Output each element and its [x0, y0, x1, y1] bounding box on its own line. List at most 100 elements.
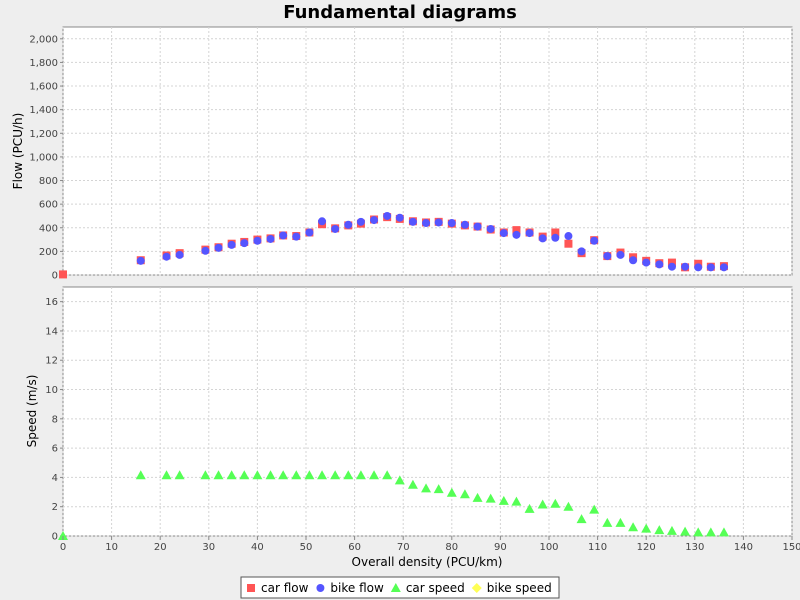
bike-flow-point [629, 256, 638, 265]
car-speed-point [226, 470, 237, 480]
bike-flow-point [512, 230, 521, 239]
bike-flow-point [395, 213, 404, 222]
flow-panel: 0 200 400 600 800 1,000 1,200 1,400 1,600 1,800 2,… [11, 26, 793, 282]
bike-flow-point [201, 246, 210, 255]
x-tick-label: 130 [685, 542, 704, 553]
flow-y-tick-label: 0 [52, 271, 58, 282]
speed-panel: 0 2 4 6 8 10 12 14 16 Speed (m/s) [25, 286, 793, 543]
bike-flow-point [383, 211, 392, 220]
speed-y-tick-label: 8 [52, 414, 58, 425]
flow-grid [62, 27, 793, 276]
speed-grid [62, 287, 793, 537]
legend-car-flow-label: car flow [261, 581, 309, 595]
speed-y-tick-label: 14 [45, 326, 58, 337]
car-flow-point [564, 239, 573, 248]
bike-flow-point [266, 234, 275, 243]
car-speed-point [252, 470, 263, 480]
flow-y-tick-label: 1,200 [29, 129, 58, 140]
legend-car-speed-swatch [390, 583, 401, 592]
car-speed-point [382, 470, 393, 480]
speed-marks [58, 470, 729, 540]
bike-flow-point [616, 250, 625, 259]
x-axis-ticks: 0 10 20 30 40 50 60 70 80 90 100 110 120 130 140 150 [60, 536, 800, 553]
car-speed-point [693, 527, 704, 537]
bike-flow-point [175, 250, 184, 259]
speed-y-axis-label: Speed (m/s) [25, 375, 39, 448]
x-tick-label: 150 [782, 542, 800, 553]
car-speed-point [628, 522, 639, 532]
car-speed-point [394, 475, 405, 485]
x-tick-label: 10 [105, 542, 118, 553]
x-tick-label: 30 [202, 542, 215, 553]
legend-bike-flow-label: bike flow [330, 581, 384, 595]
legend: car flow bike flow car speed bike speed [240, 576, 560, 599]
car-speed-point [472, 492, 483, 502]
legend-car-speed-label: car speed [406, 581, 465, 595]
car-speed-point [421, 483, 432, 493]
bike-flow-point [642, 258, 651, 267]
bike-flow-point [667, 262, 676, 271]
car-speed-point [200, 470, 211, 480]
x-tick-label: 140 [734, 542, 753, 553]
car-speed-point [58, 531, 68, 540]
flow-y-tick-label: 1,400 [29, 105, 58, 116]
legend-box [240, 576, 560, 599]
flow-y-tick-label: 800 [39, 176, 58, 187]
bike-flow-point [370, 216, 379, 225]
flow-y-tick-label: 400 [39, 223, 58, 234]
car-speed-point [304, 470, 315, 480]
car-speed-point [485, 493, 496, 503]
car-speed-point [576, 514, 587, 524]
bike-flow-point [253, 236, 262, 245]
flow-y-tick-label: 2,000 [29, 34, 58, 45]
legend-car-flow-swatch [247, 584, 255, 592]
car-speed-point [537, 499, 548, 509]
car-speed-point [459, 489, 470, 499]
flow-y-ticks: 0 200 400 600 800 1,000 1,200 1,400 1,600 1,800 2,… [29, 34, 63, 282]
flow-marks [59, 211, 728, 279]
x-tick-label: 70 [397, 542, 410, 553]
bike-flow-point [422, 219, 431, 228]
bike-flow-point [162, 252, 171, 261]
bike-flow-point [681, 262, 690, 271]
bike-flow-point [538, 234, 547, 243]
bike-flow-point [473, 222, 482, 231]
car-speed-point [265, 470, 276, 480]
legend-items: car flow bike flow car speed bike speed [247, 581, 552, 595]
speed-plot-area [62, 286, 793, 537]
car-speed-point [317, 470, 328, 480]
bike-flow-point [590, 236, 599, 245]
car-flow-point [667, 258, 676, 267]
bike-flow-point [434, 218, 443, 227]
car-speed-point [589, 504, 600, 514]
x-tick-label: 60 [348, 542, 361, 553]
car-speed-point [446, 487, 457, 497]
car-speed-point [666, 525, 677, 535]
car-flow-point [551, 228, 560, 237]
car-speed-point [563, 501, 574, 511]
car-speed-point [343, 470, 354, 480]
car-speed-point [407, 479, 418, 489]
speed-y-tick-label: 0 [52, 532, 58, 543]
x-tick-label: 100 [539, 542, 558, 553]
bike-flow-point [318, 217, 327, 226]
car-speed-point [355, 470, 366, 480]
legend-bike-flow-swatch [316, 584, 325, 592]
x-tick-label: 40 [251, 542, 264, 553]
car-speed-point [602, 517, 613, 527]
bike-flow-point [408, 217, 417, 226]
bike-flow-point [305, 228, 314, 237]
x-tick-label: 50 [300, 542, 313, 553]
bike-flow-point [706, 263, 715, 272]
bike-flow-point [551, 233, 560, 242]
x-tick-label: 90 [494, 542, 507, 553]
x-axis-label: Overall density (PCU/km) [352, 555, 503, 569]
bike-flow-point [356, 217, 365, 226]
car-flow-point [59, 270, 67, 279]
flow-y-tick-label: 600 [39, 200, 58, 211]
car-speed-point [174, 470, 185, 480]
car-speed-point [550, 498, 561, 508]
bike-flow-point [240, 239, 249, 248]
speed-y-tick-label: 10 [45, 385, 58, 396]
bike-flow-point [279, 231, 288, 240]
